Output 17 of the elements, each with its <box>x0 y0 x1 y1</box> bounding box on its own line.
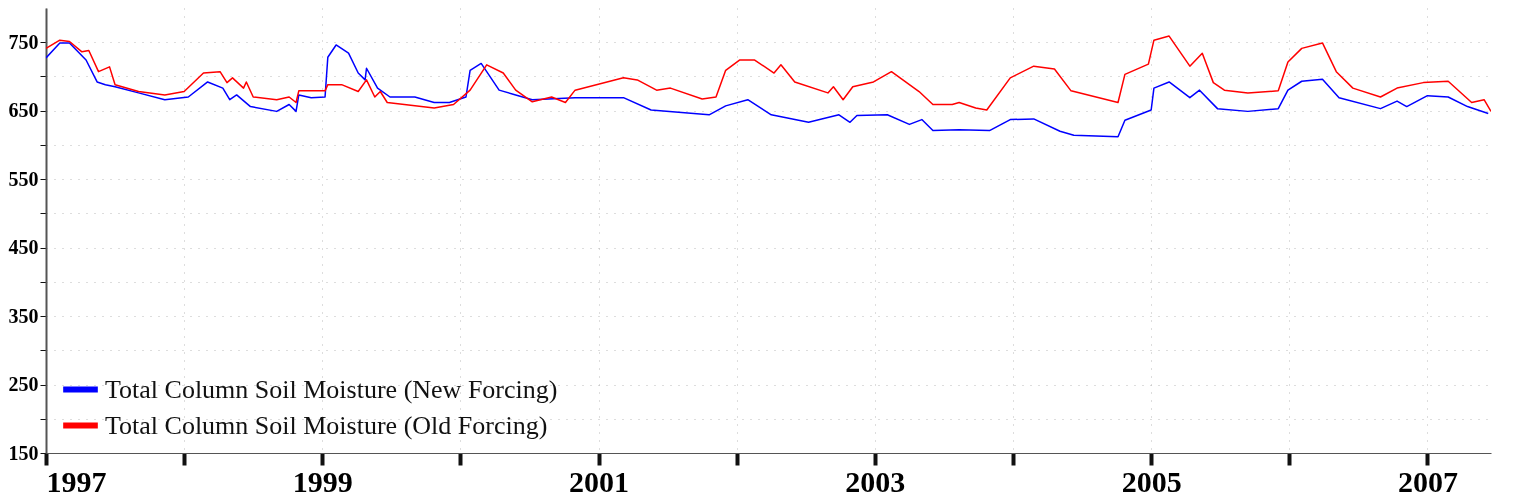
x-tick-label: 1997 <box>46 464 107 498</box>
y-tick-label: 150 <box>8 441 39 464</box>
y-tick-label: 250 <box>8 373 39 396</box>
line-series <box>46 42 1489 138</box>
y-tick-label: 650 <box>8 99 39 122</box>
x-tick-label: 2005 <box>1121 464 1182 498</box>
legend-label: Total Column Soil Moisture (New Forcing) <box>105 374 558 404</box>
legend-label: Total Column Soil Moisture (Old Forcing) <box>105 410 548 440</box>
x-tick-label: 1999 <box>292 464 353 498</box>
y-tick-label: 550 <box>8 167 39 190</box>
line-series <box>46 35 1491 113</box>
y-tick-label: 750 <box>8 30 39 53</box>
y-tick-label: 450 <box>8 236 39 259</box>
x-tick-label: 2003 <box>845 464 906 498</box>
x-tick-label: 2001 <box>569 464 630 498</box>
y-tick-label: 350 <box>8 304 39 327</box>
x-tick-label: 2007 <box>1397 464 1458 498</box>
